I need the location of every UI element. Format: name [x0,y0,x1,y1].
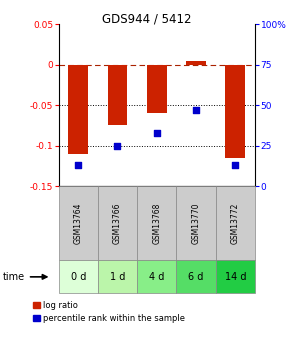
Text: 4 d: 4 d [149,272,164,282]
Bar [98,260,137,293]
Text: 1 d: 1 d [110,272,125,282]
Bar [59,260,98,293]
Text: 0 d: 0 d [71,272,86,282]
Point [154,130,159,136]
Point [76,162,81,168]
Text: 6 d: 6 d [188,272,204,282]
Text: GSM13764: GSM13764 [74,203,83,244]
Text: GSM13772: GSM13772 [231,203,240,244]
Text: time: time [3,272,25,282]
Text: GSM13766: GSM13766 [113,203,122,244]
Text: GSM13770: GSM13770 [192,203,200,244]
Bar [147,65,166,113]
Text: 14 d: 14 d [224,272,246,282]
Point [194,107,198,113]
Text: GDS944 / 5412: GDS944 / 5412 [102,12,191,25]
Bar [226,65,245,158]
Bar [176,260,216,293]
Bar [216,186,255,260]
Bar [176,186,216,260]
Legend: log ratio, percentile rank within the sample: log ratio, percentile rank within the sa… [33,301,185,323]
Text: GSM13768: GSM13768 [152,203,161,244]
Bar [137,260,176,293]
Bar [137,186,176,260]
Point [115,143,120,148]
Bar [98,186,137,260]
Bar [108,65,127,126]
Bar [59,186,98,260]
Point [233,162,238,168]
Bar [68,65,88,154]
Bar [186,61,206,65]
Bar [216,260,255,293]
